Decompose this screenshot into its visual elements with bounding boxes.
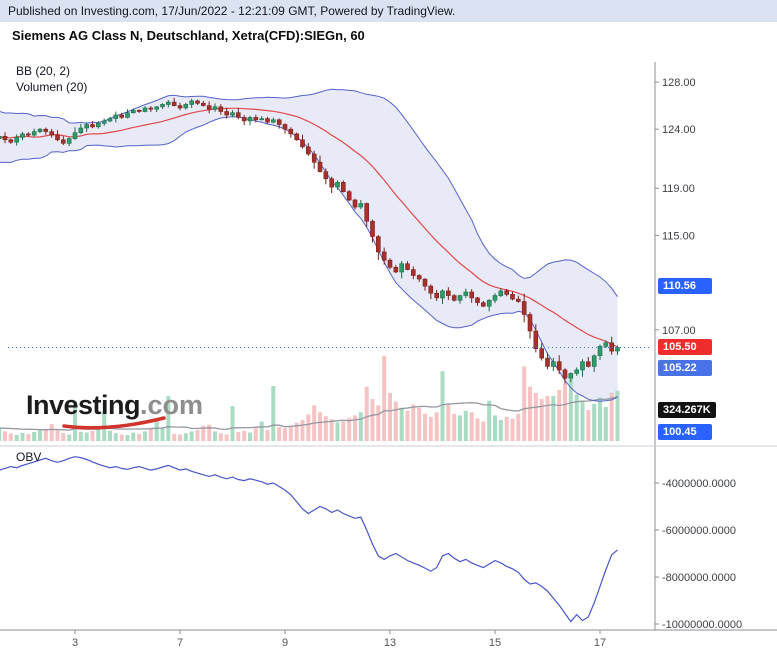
svg-text:107.00: 107.00 bbox=[662, 325, 696, 337]
svg-text:124.00: 124.00 bbox=[662, 124, 696, 136]
volume-indicator-label[interactable]: Volumen (20) bbox=[16, 80, 88, 94]
published-bar: Published on Investing.com, 17/Jun/2022 … bbox=[0, 0, 777, 22]
investing-logo: Investing.com bbox=[26, 390, 204, 430]
svg-text:17: 17 bbox=[594, 637, 606, 649]
bb-indicator-label[interactable]: BB (20, 2) bbox=[16, 64, 71, 78]
bb-upper-price-badge: 110.56 bbox=[658, 278, 712, 294]
svg-text:7: 7 bbox=[177, 637, 183, 649]
svg-text:-10000000.0000: -10000000.0000 bbox=[662, 619, 742, 631]
svg-text:13: 13 bbox=[384, 637, 396, 649]
logo-domain: .com bbox=[140, 390, 204, 420]
instrument-title: Siemens AG Class N, Deutschland, Xetra(C… bbox=[12, 28, 365, 43]
svg-text:3: 3 bbox=[72, 637, 78, 649]
svg-text:-4000000.0000: -4000000.0000 bbox=[662, 478, 736, 490]
svg-text:-6000000.0000: -6000000.0000 bbox=[662, 525, 736, 537]
bb-lower-price-badge: 100.45 bbox=[658, 424, 712, 440]
svg-text:15: 15 bbox=[489, 637, 501, 649]
volume-value-badge: 324.267K bbox=[658, 402, 716, 418]
svg-text:9: 9 bbox=[282, 637, 288, 649]
svg-text:-8000000.0000: -8000000.0000 bbox=[662, 572, 736, 584]
bb-middle-price-badge: 105.22 bbox=[658, 360, 712, 376]
logo-name: Investing bbox=[26, 390, 141, 420]
logo-swoosh-icon bbox=[62, 416, 166, 430]
svg-text:115.00: 115.00 bbox=[662, 230, 695, 242]
svg-text:119.00: 119.00 bbox=[662, 183, 695, 195]
obv-indicator-label[interactable]: OBV bbox=[16, 450, 42, 464]
svg-text:128.00: 128.00 bbox=[662, 77, 696, 89]
last-price-badge: 105.50 bbox=[658, 339, 712, 355]
